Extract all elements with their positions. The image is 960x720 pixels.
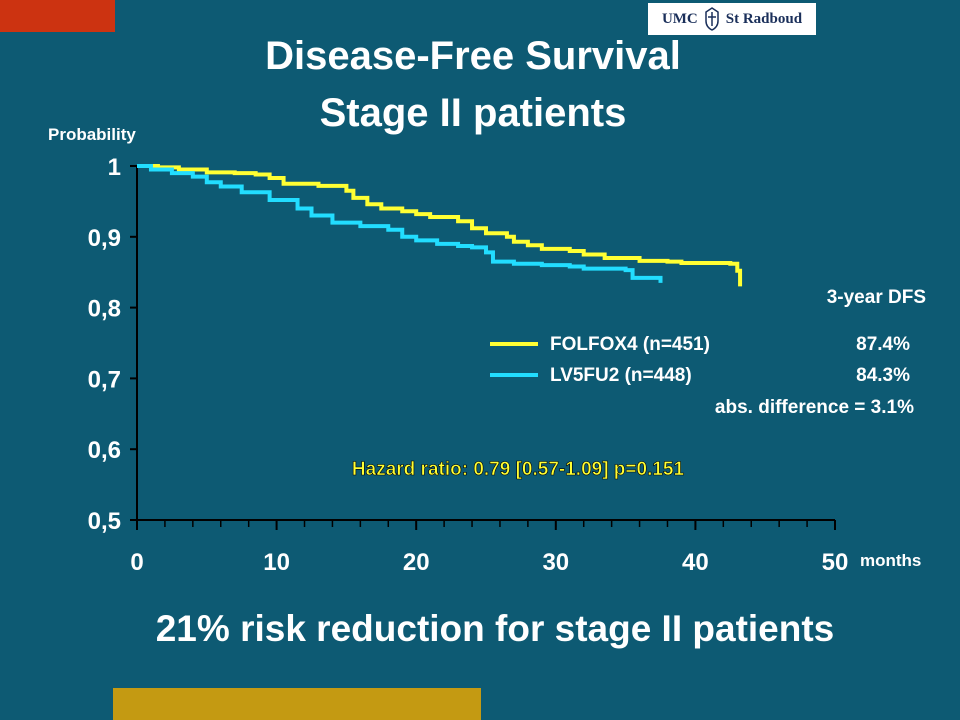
x-tick-label: 50 xyxy=(822,549,849,576)
y-axis-label: Probability xyxy=(48,125,136,144)
chart-axes xyxy=(130,165,836,530)
legend-value-folfox: 87.4% xyxy=(856,334,910,355)
hazard-ratio-annotation: Hazard ratio: 0.79 [0.57-1.09] p=0.151 xyxy=(352,459,685,480)
conclusion-subtitle: 21% risk reduction for stage II patients xyxy=(155,608,835,649)
y-tick-label: 1 xyxy=(108,154,121,181)
page-title-line2: Stage II patients xyxy=(319,91,627,135)
y-tick-label: 0,8 xyxy=(88,296,121,323)
x-tick-label: 30 xyxy=(542,549,569,576)
legend-heading: 3-year DFS xyxy=(827,287,926,308)
x-axis-label: months xyxy=(860,551,921,570)
page-title-line1: Disease-Free Survival xyxy=(265,34,681,78)
legend-label-lv5fu2: LV5FU2 (n=448) xyxy=(550,365,692,386)
x-tick-label: 40 xyxy=(682,549,709,576)
lv5fu2-survival-curve xyxy=(137,164,663,283)
umc-logo: UMC St Radboud xyxy=(648,3,816,35)
survival-curves xyxy=(137,164,743,287)
logo-text-radboud: St Radboud xyxy=(725,10,803,27)
y-tick-labels: 1 0,9 0,8 0,7 0,6 0,5 xyxy=(88,154,121,535)
y-tick-label: 0,7 xyxy=(88,366,121,393)
folfox-survival-curve xyxy=(137,164,743,287)
x-tick-label: 0 xyxy=(130,549,143,576)
crest-icon xyxy=(705,7,719,31)
y-tick-label: 0,9 xyxy=(88,225,121,252)
y-tick-label: 0,6 xyxy=(88,437,121,464)
logo-text-umc: UMC xyxy=(661,10,698,27)
x-tick-label: 20 xyxy=(403,549,430,576)
legend-label-folfox: FOLFOX4 (n=451) xyxy=(550,334,710,355)
legend-value-lv5fu2: 84.3% xyxy=(856,365,910,386)
x-tick-label: 10 xyxy=(263,549,290,576)
abs-difference-annotation: abs. difference = 3.1% xyxy=(715,397,914,418)
gold-accent-block xyxy=(113,688,481,720)
y-tick-label: 0,5 xyxy=(88,508,121,535)
x-tick-labels: 0 10 20 30 40 50 xyxy=(130,549,848,576)
orange-accent-block xyxy=(0,0,115,32)
